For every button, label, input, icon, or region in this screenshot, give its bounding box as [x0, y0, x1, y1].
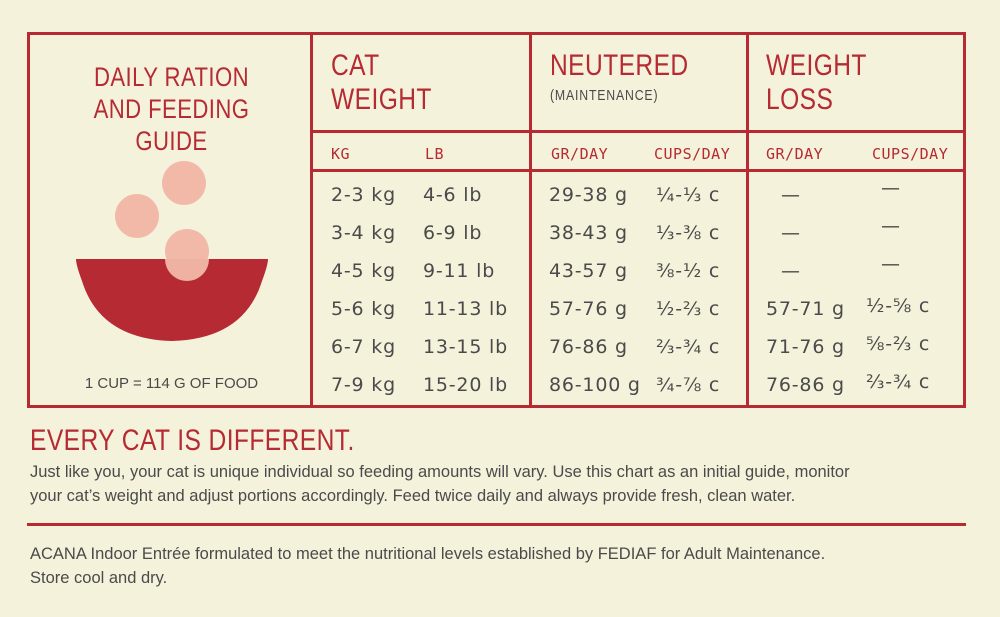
cell-loss-cups: —	[881, 215, 900, 237]
kibble-top	[162, 161, 206, 205]
cell-loss-cups: ½-⅝ c	[866, 295, 931, 317]
cell-loss-gr: —	[781, 260, 800, 282]
kibble-left	[115, 194, 159, 238]
col-weight-loss-line2: LOSS	[766, 83, 834, 116]
cell-neutered-gr: 38-43 g	[549, 222, 628, 244]
col-neutered-title: NEUTERED	[550, 49, 689, 82]
cell-neutered-cups: ⅓-⅜ c	[656, 222, 721, 244]
divider-header	[313, 130, 963, 133]
col-cat-weight-line2: WEIGHT	[331, 83, 432, 116]
cell-neutered-cups: ¼-⅓ c	[656, 184, 721, 206]
cell-loss-gr: —	[781, 222, 800, 244]
cell-loss-cups: ⅝-⅔ c	[866, 333, 931, 355]
feeding-table: DAILY RATION AND FEEDING GUIDE 1 CUP = 1…	[27, 32, 966, 408]
subhead-kg: KG	[331, 145, 351, 163]
subhead-loss-cups: CUPS/DAY	[872, 145, 949, 163]
guide-title-line2: AND FEEDING GUIDE	[93, 94, 250, 156]
divider-subheader	[313, 169, 963, 172]
cell-neutered-cups: ⅜-½ c	[656, 260, 721, 282]
col-cat-weight-title: CAT WEIGHT	[331, 49, 432, 117]
divider-guide	[310, 35, 313, 405]
cell-neutered-gr: 76-86 g	[549, 336, 628, 358]
subhead-loss-gr: GR/DAY	[766, 145, 824, 163]
cell-lb: 9-11 lb	[423, 260, 496, 282]
cup-note: 1 CUP = 114 G OF FOOD	[84, 375, 259, 392]
cell-lb: 15-20 lb	[423, 374, 508, 396]
col-weight-loss-line1: WEIGHT	[766, 49, 867, 82]
col-cat-weight-line1: CAT	[331, 49, 380, 82]
cell-kg: 2-3 kg	[331, 184, 396, 206]
divider-weight	[529, 35, 532, 405]
cell-neutered-gr: 29-38 g	[549, 184, 628, 206]
cell-kg: 6-7 kg	[331, 336, 396, 358]
footer-text: ACANA Indoor Entrée formulated to meet t…	[30, 542, 980, 590]
subhead-neutered-gr: GR/DAY	[551, 145, 609, 163]
cell-lb: 13-15 lb	[423, 336, 508, 358]
cell-loss-gr: 76-86 g	[766, 374, 845, 396]
subhead-neutered-cups: CUPS/DAY	[654, 145, 731, 163]
divider-neutered	[746, 35, 749, 405]
bowl-illustration	[76, 161, 268, 341]
every-cat-text: Just like you, your cat is unique indivi…	[30, 460, 980, 508]
cell-loss-cups: —	[881, 253, 900, 275]
cell-neutered-cups: ¾-⅞ c	[656, 374, 721, 396]
cell-kg: 5-6 kg	[331, 298, 396, 320]
cell-kg: 7-9 kg	[331, 374, 396, 396]
cell-loss-cups: ⅔-¾ c	[866, 371, 931, 393]
cell-loss-gr: —	[781, 184, 800, 206]
bowl-icon	[76, 259, 268, 341]
guide-title: DAILY RATION AND FEEDING GUIDE	[55, 61, 287, 157]
kibble-in-bowl	[165, 259, 209, 281]
cell-kg: 3-4 kg	[331, 222, 396, 244]
footer-line2: Store cool and dry.	[30, 569, 168, 587]
guide-title-line1: DAILY RATION	[93, 62, 250, 92]
cell-neutered-cups: ⅔-¾ c	[656, 336, 721, 358]
cell-kg: 4-5 kg	[331, 260, 396, 282]
cell-lb: 6-9 lb	[423, 222, 483, 244]
cell-neutered-gr: 86-100 g	[549, 374, 641, 396]
subhead-lb: LB	[425, 145, 445, 163]
cell-loss-gr: 71-76 g	[766, 336, 845, 358]
cell-neutered-gr: 43-57 g	[549, 260, 628, 282]
every-cat-heading: EVERY CAT IS DIFFERENT.	[30, 424, 355, 457]
cell-lb: 4-6 lb	[423, 184, 483, 206]
cell-loss-cups: —	[881, 177, 900, 199]
footer-divider	[27, 523, 966, 526]
cell-neutered-gr: 57-76 g	[549, 298, 628, 320]
cell-lb: 11-13 lb	[423, 298, 508, 320]
cell-loss-gr: 57-71 g	[766, 298, 845, 320]
every-cat-line2: your cat’s weight and adjust portions ac…	[30, 487, 796, 505]
col-weight-loss-title: WEIGHT LOSS	[766, 49, 867, 117]
every-cat-line1: Just like you, your cat is unique indivi…	[30, 463, 850, 481]
footer-line1: ACANA Indoor Entrée formulated to meet t…	[30, 545, 826, 563]
cell-neutered-cups: ½-⅔ c	[656, 298, 721, 320]
col-neutered-note: (MAINTENANCE)	[550, 87, 659, 104]
